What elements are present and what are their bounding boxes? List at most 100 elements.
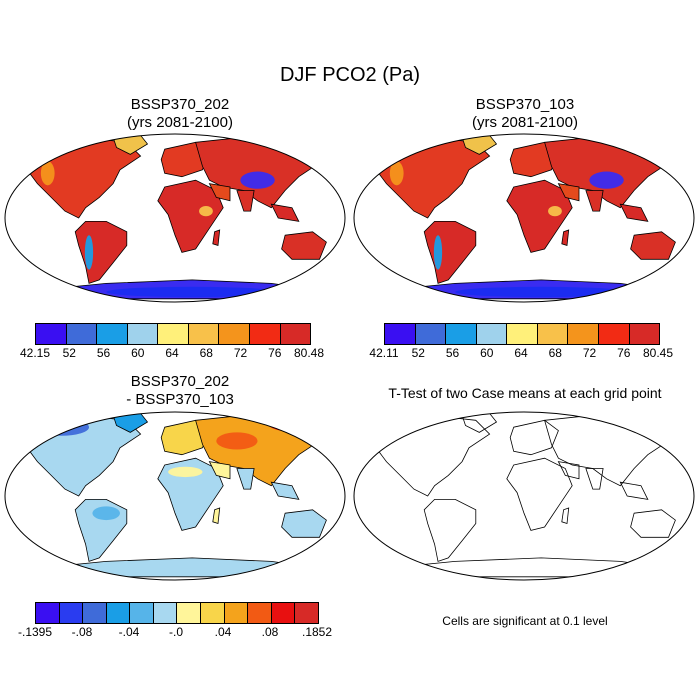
colorbar-tick-label: 64 bbox=[514, 346, 528, 360]
continent-europe bbox=[509, 419, 559, 456]
colorbar-cell bbox=[201, 603, 225, 623]
field-siberia-red bbox=[267, 415, 330, 433]
panel3-title-line1: BSSP370_202 bbox=[130, 373, 230, 390]
continent-arabia bbox=[208, 461, 231, 480]
continent-australia bbox=[630, 231, 676, 260]
panel4-title: T-Test of two Case means at each grid po… bbox=[388, 385, 662, 401]
continent-seasia bbox=[619, 481, 649, 500]
continent-seasia bbox=[619, 203, 649, 222]
colorbar-tick-label: 68 bbox=[548, 346, 562, 360]
colorbar-tick-label: -.08 bbox=[71, 625, 93, 639]
colorbar-tick-label: 52 bbox=[62, 346, 76, 360]
colorbar-cell bbox=[127, 324, 159, 344]
significance-note: Cells are significant at 0.1 level bbox=[442, 614, 608, 628]
colorbar-panel3 bbox=[35, 602, 319, 624]
colorbar-tick-label: 52 bbox=[411, 346, 425, 360]
colorbar-cell bbox=[537, 324, 569, 344]
colorbar-tick-label: 56 bbox=[445, 346, 460, 360]
colorbar-cell bbox=[271, 603, 296, 623]
colorbar-cell bbox=[219, 324, 250, 344]
field-central-asia bbox=[216, 432, 258, 450]
colorbar-cell bbox=[629, 324, 660, 344]
colorbar-cell bbox=[66, 324, 98, 344]
colorbar-cell bbox=[248, 603, 272, 623]
colorbar-cell bbox=[59, 603, 84, 623]
colorbar-tick-label: 76 bbox=[617, 346, 631, 360]
continent-madagascar bbox=[212, 229, 221, 247]
panel2-title: BSSP370_103 (yrs 2081-2100) bbox=[355, 96, 695, 132]
field-rockies-low bbox=[389, 161, 404, 186]
panel1-title: BSSP370_202 (yrs 2081-2100) bbox=[10, 96, 350, 132]
colorbar-cell bbox=[177, 603, 202, 623]
colorbar-cell bbox=[83, 603, 107, 623]
map-border bbox=[353, 133, 695, 303]
field-tibet-low bbox=[589, 171, 624, 189]
colorbar-panel2 bbox=[384, 323, 660, 345]
colorbar-tick-label: -.1395 bbox=[17, 625, 53, 639]
continent-seasia bbox=[270, 203, 300, 222]
colorbar-tick-label: 76 bbox=[268, 346, 282, 360]
colorbar-tick-label: -.04 bbox=[118, 625, 140, 639]
colorbar-panel2-labels: 42.11 52 56 60 64 68 72 76 80.45 bbox=[369, 346, 673, 362]
map-panel3 bbox=[4, 411, 346, 581]
colorbar-tick-label: .04 bbox=[214, 625, 232, 639]
continent-australia bbox=[281, 231, 327, 260]
panel3-title: BSSP370_202 - BSSP370_103 bbox=[10, 373, 350, 409]
panel3-title-line2: - BSSP370_103 bbox=[126, 391, 234, 408]
map-panel1 bbox=[4, 133, 346, 303]
figure-title: DJF PCO2 (Pa) bbox=[279, 64, 421, 86]
colorbar-tick-label: 42.11 bbox=[369, 346, 399, 360]
colorbar-panel1-labels: 42.15 52 56 60 64 68 72 76 80.48 bbox=[20, 346, 324, 362]
colorbar-cell bbox=[153, 603, 178, 623]
field-ethiopia bbox=[199, 205, 213, 217]
colorbar-cell bbox=[385, 324, 416, 344]
colorbar-cell bbox=[568, 324, 599, 344]
colorbar-cell bbox=[106, 603, 131, 623]
colorbar-cell bbox=[295, 603, 318, 623]
colorbar-tick-label: 56 bbox=[96, 346, 111, 360]
colorbar-panel3-labels: -.1395 -.08 -.04 -.0 .04 .08 .1852 bbox=[18, 625, 332, 641]
colorbar-cell bbox=[36, 324, 67, 344]
colorbar-cell bbox=[130, 603, 154, 623]
colorbar-tick-label: 60 bbox=[480, 346, 494, 360]
continent-australia bbox=[281, 509, 327, 538]
colorbar-cell bbox=[36, 603, 60, 623]
colorbar-tick-label: 60 bbox=[131, 346, 145, 360]
colorbar-cell bbox=[476, 324, 508, 344]
field-rockies-low bbox=[40, 161, 55, 186]
continent-seasia bbox=[270, 481, 300, 500]
continent-africa bbox=[157, 457, 224, 531]
colorbar-tick-label: 80.48 bbox=[293, 346, 325, 360]
continent-arabia bbox=[557, 461, 580, 480]
continent-madagascar bbox=[561, 507, 570, 525]
continent-africa bbox=[506, 457, 573, 531]
map-border bbox=[4, 133, 346, 303]
ocean bbox=[354, 412, 694, 580]
colorbar-panel1 bbox=[35, 323, 311, 345]
colorbar-cell bbox=[188, 324, 220, 344]
colorbar-tick-label: 64 bbox=[165, 346, 179, 360]
continent-india bbox=[585, 190, 604, 212]
colorbar-tick-label: -.0 bbox=[168, 625, 184, 639]
colorbar-tick-label: .08 bbox=[261, 625, 279, 639]
panel1-title-line1: BSSP370_202 bbox=[130, 96, 230, 113]
colorbar-cell bbox=[415, 324, 447, 344]
field-andes-low bbox=[84, 235, 94, 270]
colorbar-cell bbox=[97, 324, 128, 344]
colorbar-tick-label: 72 bbox=[233, 346, 248, 360]
continent-madagascar bbox=[212, 507, 221, 525]
field-amazon bbox=[92, 506, 120, 521]
colorbar-cell bbox=[224, 603, 249, 623]
field-andes-low bbox=[433, 235, 443, 270]
field-antarctic-plateau bbox=[106, 286, 279, 298]
colorbar-tick-label: 80.45 bbox=[642, 346, 674, 360]
colorbar-cell bbox=[598, 324, 630, 344]
colorbar-tick-label: 72 bbox=[582, 346, 597, 360]
continent-india bbox=[585, 468, 604, 490]
map-border bbox=[4, 411, 346, 581]
continent-africa bbox=[506, 179, 573, 253]
field-sahara-yellow bbox=[168, 466, 203, 478]
continent-madagascar bbox=[561, 229, 570, 247]
colorbar-cell bbox=[249, 324, 281, 344]
panel2-title-line2: (yrs 2081-2100) bbox=[472, 114, 578, 131]
